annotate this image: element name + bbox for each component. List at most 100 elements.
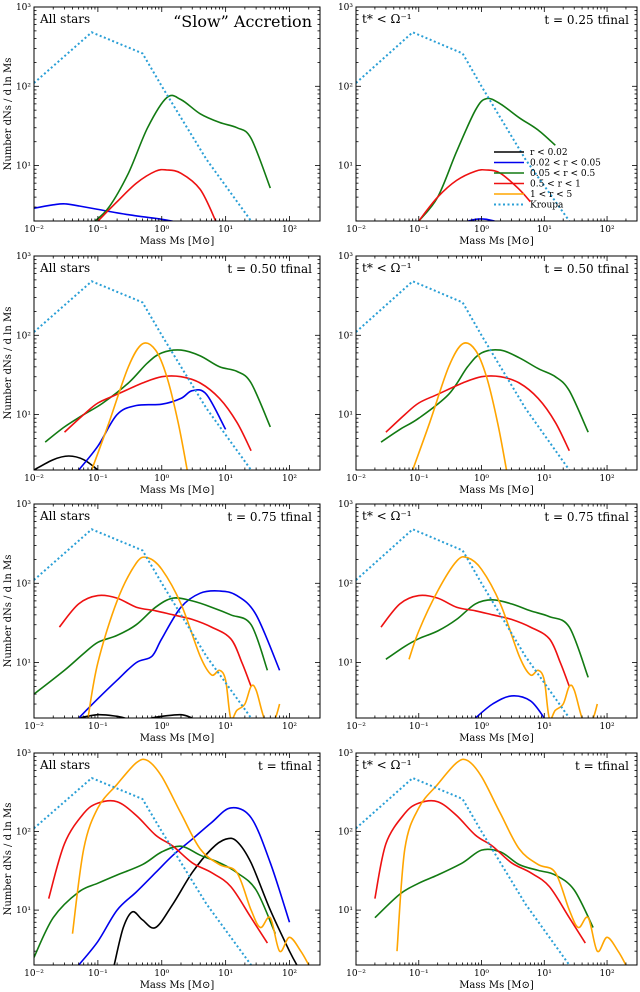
x-tick-label: 10⁻²: [24, 225, 44, 235]
series-line-1-r-5: [396, 758, 627, 965]
x-tick-label: 10⁻¹: [409, 969, 429, 979]
plot-frame: [355, 255, 638, 471]
plot-frame: [355, 6, 638, 222]
panel-2-1: 10⁻² 10⁻¹ 10⁰ 10¹ 10² 10¹ 10² 10³ Mass Ms [M⊙] t*…: [338, 500, 638, 744]
x-tick-label: 10⁻²: [346, 474, 366, 484]
x-tick-label: 10⁻²: [346, 225, 366, 235]
series-group: [34, 528, 281, 718]
y-tick-label: 10³: [16, 3, 31, 13]
series-line-kroupa: [34, 776, 252, 965]
x-axis-label: Mass Ms [M⊙]: [140, 485, 215, 496]
x-tick-label: 10⁻²: [24, 474, 44, 484]
x-axis-label: Mass Ms [M⊙]: [459, 485, 534, 496]
series-line-0-5-r-1: [418, 168, 531, 221]
x-tick-label: 10¹: [218, 969, 233, 979]
panel-0-0: 10⁻² 10⁻¹ 10⁰ 10¹ 10² 10¹ 10² 10³ Mass Ms [M⊙] Nu…: [3, 3, 321, 247]
series-line-1-r-5: [408, 555, 599, 718]
series-line-0-05-r-0-5: [418, 97, 556, 221]
series-line-kroupa: [356, 776, 571, 965]
plot-frame: [33, 752, 321, 966]
panel-label-left: t* < Ω⁻¹: [362, 758, 412, 772]
x-tick-label: 10¹: [218, 225, 233, 235]
panel-label-left: All stars: [39, 12, 90, 26]
series-line-kroupa: [34, 528, 252, 718]
series-line-0-5-r-1: [380, 594, 571, 687]
series-line-0-02-r-0-05: [34, 202, 176, 221]
y-tick-label: 10¹: [16, 411, 31, 421]
panel-label-right: t = 0.25 tfinal: [544, 13, 629, 27]
legend: r < 0.020.02 < r < 0.050.05 < r < 0.50.5…: [494, 148, 601, 211]
x-tick-label: 10⁰: [154, 474, 169, 484]
series-line-0-02-r-0-05: [465, 218, 497, 221]
y-tick-label: 10²: [338, 82, 353, 92]
x-tick-label: 10⁻²: [346, 722, 366, 732]
series-line-0-05-r-0-5: [44, 349, 272, 443]
plot-frame: [33, 255, 321, 471]
y-tick-label: 10²: [16, 828, 31, 838]
y-tick-label: 10³: [338, 749, 353, 759]
panel-label-right: t = tfinal: [258, 759, 312, 773]
y-tick-label: 10³: [16, 749, 31, 759]
legend-label: Kroupa: [530, 201, 564, 211]
panel-3-1: 10⁻² 10⁻¹ 10⁰ 10¹ 10² 10¹ 10² 10³ Mass Ms [M⊙] t*…: [338, 749, 638, 991]
y-tick-label: 10³: [338, 500, 353, 510]
y-tick-label: 10²: [16, 331, 31, 341]
series-line-0-5-r-1: [63, 375, 252, 452]
x-tick-label: 10⁰: [154, 722, 169, 732]
series-line-0-05-r-0-5: [94, 94, 272, 221]
x-tick-label: 10⁻¹: [88, 225, 108, 235]
series-line-0-5-r-1: [385, 375, 571, 452]
series-line-r-0-02: [78, 713, 193, 718]
panel-label-left: All stars: [39, 758, 90, 772]
panel-2-0: 10⁻² 10⁻¹ 10⁰ 10¹ 10² 10¹ 10² 10³ Mass Ms [M⊙] Nu…: [3, 500, 321, 744]
y-tick-label: 10³: [338, 252, 353, 262]
figure-title: “Slow” Accretion: [173, 12, 312, 31]
x-axis-label: Mass Ms [M⊙]: [459, 733, 534, 744]
x-axis-label: Mass Ms [M⊙]: [140, 733, 215, 744]
series-line-0-5-r-1: [97, 168, 217, 221]
x-tick-label: 10²: [282, 969, 297, 979]
x-tick-label: 10²: [282, 722, 297, 732]
plot-frame: [355, 752, 638, 966]
x-tick-label: 10²: [600, 722, 615, 732]
x-tick-label: 10⁻¹: [409, 225, 429, 235]
series-line-0-05-r-0-5: [34, 845, 277, 958]
panel-label-left: t* < Ω⁻¹: [362, 261, 412, 275]
y-tick-label: 10²: [338, 579, 353, 589]
x-tick-label: 10⁰: [154, 969, 169, 979]
y-tick-label: 10¹: [16, 162, 31, 172]
series-line-kroupa: [356, 280, 571, 470]
series-line-r-0-02: [34, 455, 99, 470]
series-line-0-5-r-1: [47, 799, 269, 944]
x-tick-label: 10⁰: [474, 969, 489, 979]
legend-label: 0.5 < r < 1: [530, 180, 581, 190]
x-tick-label: 10¹: [537, 225, 552, 235]
x-axis-label: Mass Ms [M⊙]: [140, 236, 215, 247]
legend-label: 1 < r < 5: [530, 190, 573, 200]
y-tick-label: 10³: [16, 500, 31, 510]
series-line-kroupa: [356, 31, 571, 221]
series-line-kroupa: [34, 280, 252, 470]
series-line-r-0-02: [113, 837, 298, 965]
x-tick-label: 10⁻¹: [88, 722, 108, 732]
legend-label: 0.05 < r < 0.5: [530, 169, 595, 179]
plot-frame: [355, 503, 638, 719]
series-group: [34, 758, 310, 965]
y-tick-label: 10³: [16, 252, 31, 262]
series-line-0-05-r-0-5: [34, 597, 269, 695]
series-line-1-r-5: [71, 758, 310, 965]
y-tick-label: 10²: [16, 82, 31, 92]
x-tick-label: 10⁻¹: [88, 969, 108, 979]
legend-label: 0.02 < r < 0.05: [530, 159, 601, 169]
series-line-1-r-5: [411, 342, 508, 470]
y-tick-label: 10³: [338, 3, 353, 13]
x-tick-label: 10⁻¹: [409, 722, 429, 732]
x-axis-label: Mass Ms [M⊙]: [459, 236, 534, 247]
x-tick-label: 10⁰: [474, 225, 489, 235]
panel-label-left: All stars: [39, 261, 90, 275]
y-tick-label: 10²: [16, 579, 31, 589]
y-tick-label: 10¹: [338, 906, 353, 916]
panel-label-left: All stars: [39, 509, 90, 523]
x-tick-label: 10²: [282, 474, 297, 484]
